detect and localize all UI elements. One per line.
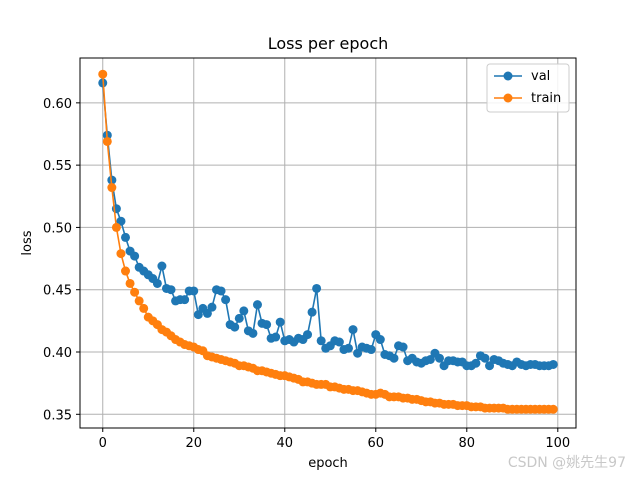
data-point-train <box>121 266 130 276</box>
legend-train-marker <box>503 93 513 103</box>
x-axis-label: epoch <box>308 456 348 471</box>
y-tick-label: 0.40 <box>43 346 72 361</box>
data-point-val <box>343 343 353 353</box>
data-point-val <box>389 353 399 363</box>
y-axis-label: loss <box>20 230 35 255</box>
legend-val-marker <box>503 71 513 81</box>
data-point-train <box>111 222 121 232</box>
data-point-val <box>239 306 249 316</box>
x-tick-label: 20 <box>185 436 202 451</box>
x-tick-label: 40 <box>276 436 293 451</box>
data-point-val <box>434 353 444 363</box>
legend: val train <box>486 63 570 113</box>
data-point-val <box>221 295 231 305</box>
y-tick-label: 0.35 <box>43 408 72 423</box>
x-tick-label: 80 <box>459 436 476 451</box>
data-point-train <box>116 249 126 259</box>
data-point-val <box>207 302 217 312</box>
data-point-train <box>102 136 112 146</box>
data-point-train <box>130 287 140 297</box>
data-point-val <box>471 358 481 368</box>
data-point-val <box>425 354 435 364</box>
data-point-val <box>152 278 162 288</box>
watermark: CSDN @姚先生97 <box>507 455 626 471</box>
legend-train-label: train <box>531 91 561 106</box>
data-point-val <box>307 307 317 317</box>
data-point-val <box>480 353 490 363</box>
y-tick-label: 0.55 <box>43 159 72 174</box>
series-layer <box>98 69 558 414</box>
data-point-val <box>303 330 313 340</box>
axis-ticks: 0 20 40 60 80 100 0.35 0.40 0.45 0.50 0.55 0.60 <box>43 97 570 451</box>
series-val <box>98 78 558 371</box>
data-point-train <box>125 278 135 288</box>
data-point-train <box>548 404 558 414</box>
data-point-val <box>230 322 240 332</box>
y-tick-label: 0.50 <box>43 221 72 236</box>
y-tick-label: 0.45 <box>43 284 72 299</box>
data-point-val <box>548 359 558 369</box>
data-point-train <box>98 69 108 79</box>
data-point-val <box>234 313 244 323</box>
x-tick-label: 0 <box>99 436 107 451</box>
data-point-train <box>139 303 149 313</box>
data-point-val <box>353 348 363 358</box>
data-point-val <box>202 308 212 318</box>
data-point-val <box>130 251 140 261</box>
data-point-val <box>248 328 258 338</box>
y-tick-label: 0.60 <box>43 97 72 112</box>
x-tick-label: 60 <box>368 436 385 451</box>
data-point-val <box>366 345 376 355</box>
x-tick-label: 100 <box>545 436 570 451</box>
chart-title: Loss per epoch <box>268 34 389 53</box>
data-point-val <box>189 286 199 296</box>
data-point-val <box>275 317 285 327</box>
data-point-val <box>334 337 344 347</box>
data-point-val <box>312 283 322 293</box>
data-point-val <box>216 286 226 296</box>
legend-val-label: val <box>531 69 550 84</box>
data-point-train <box>107 183 117 193</box>
data-point-val <box>116 216 126 226</box>
data-point-val <box>157 261 167 271</box>
plot-area-frame <box>79 57 577 429</box>
data-point-val <box>262 320 272 330</box>
data-point-val <box>348 325 358 335</box>
data-point-val <box>166 285 176 295</box>
data-point-val <box>375 335 385 345</box>
data-point-val <box>180 295 190 305</box>
data-point-val <box>121 232 130 242</box>
data-point-val <box>398 342 408 352</box>
data-point-train <box>134 296 144 306</box>
data-point-val <box>485 361 495 371</box>
data-point-val <box>193 310 203 320</box>
data-point-val <box>316 336 326 346</box>
data-point-val <box>252 300 262 310</box>
series-train <box>98 69 558 414</box>
data-point-val <box>271 332 281 342</box>
